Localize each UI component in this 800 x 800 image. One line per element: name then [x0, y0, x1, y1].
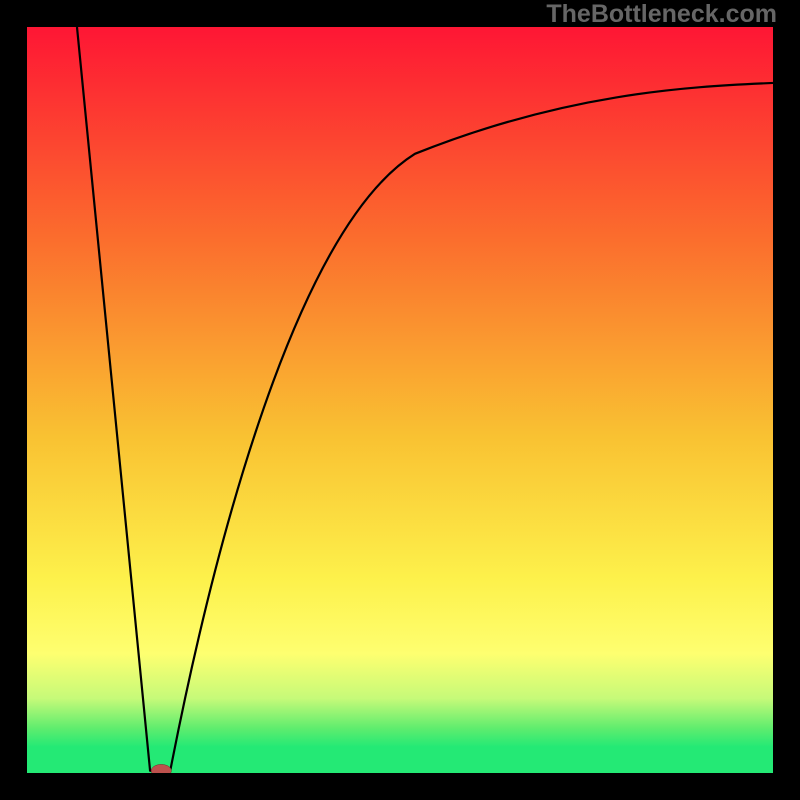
watermark-text: TheBottleneck.com [546, 0, 777, 29]
plot-area [27, 27, 773, 773]
stage: TheBottleneck.com [0, 0, 800, 800]
bottleneck-chart [27, 27, 773, 773]
